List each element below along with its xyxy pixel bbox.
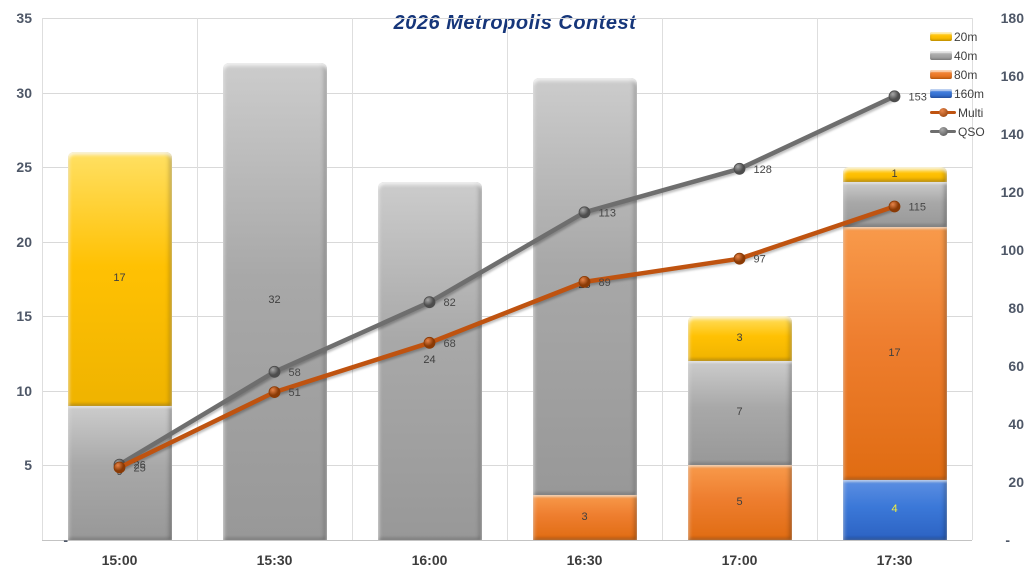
- v-gridline: [352, 18, 353, 540]
- y-axis-right-tick: 120: [1000, 184, 1024, 200]
- y-axis-left-tick: 20: [16, 233, 32, 250]
- bar-label: 7: [736, 406, 743, 419]
- bar-segment-40m: [842, 182, 947, 227]
- v-gridline: [197, 18, 198, 540]
- bar-label: 1: [891, 167, 898, 180]
- y-axis-right-tick: 180: [1000, 10, 1024, 26]
- bar-label: 5: [736, 495, 743, 508]
- bar-segment-20m: 1: [842, 167, 947, 183]
- y-axis-right-tick: 80: [1008, 300, 1024, 316]
- y-axis-right-tick: 140: [1000, 126, 1024, 142]
- legend-swatch-40m: [930, 51, 952, 60]
- y-axis-right-tick: 100: [1000, 242, 1024, 258]
- x-axis-label: 16:30: [566, 552, 603, 568]
- v-gridline: [42, 18, 43, 540]
- v-gridline: [662, 18, 663, 540]
- y-axis-left-tick: 5: [24, 457, 32, 474]
- x-axis-label: 17:30: [876, 552, 913, 568]
- v-gridline: [817, 18, 818, 540]
- bar-segment-40m: 24: [377, 182, 482, 540]
- bar-label: 3: [581, 510, 588, 523]
- bar-segment-40m: 7: [687, 361, 792, 466]
- bar-segment-80m: 5: [687, 465, 792, 540]
- bar-label: 28: [578, 279, 591, 292]
- bar-segment-160m: 4: [842, 480, 947, 540]
- bar-label: 17: [888, 346, 901, 359]
- bar-segment-80m: 17: [842, 226, 947, 481]
- y-axis-left-tick: 35: [16, 10, 32, 26]
- bar-label: 32: [268, 294, 281, 307]
- marker-qso: [733, 162, 746, 175]
- y-axis-right-tick: 160: [1000, 68, 1024, 84]
- x-axis-label: 15:00: [101, 552, 138, 568]
- legend-item-qso: QSO: [930, 122, 985, 141]
- x-axis-label: 17:00: [721, 552, 758, 568]
- y-axis-right-tick: 40: [1008, 416, 1024, 432]
- y-axis-left-tick: 25: [16, 159, 32, 176]
- y-axis-left-tick: 15: [16, 308, 32, 325]
- legend: 20m 40m 80m 160m Multi QSO: [930, 27, 985, 141]
- bar-label: 4: [891, 503, 898, 516]
- bar-segment-20m: 3: [687, 316, 792, 362]
- legend-swatch-20m: [930, 32, 952, 41]
- bar-label: 9: [116, 465, 123, 478]
- legend-item-40m: 40m: [930, 46, 985, 65]
- y-axis-right-tick: -: [1005, 532, 1010, 548]
- bar-segment-40m: 32: [222, 62, 327, 540]
- legend-item-20m: 20m: [930, 27, 985, 46]
- v-gridline: [507, 18, 508, 540]
- y-axis-left-tick: 10: [16, 382, 32, 399]
- legend-swatch-qso: [930, 127, 956, 136]
- bar-segment-40m: 28: [532, 77, 637, 496]
- bar-label: 24: [423, 354, 436, 367]
- legend-label: 160m: [954, 86, 985, 101]
- chart-title: 2026 Metropolis Contest: [393, 12, 637, 34]
- legend-label: Multi: [958, 105, 984, 120]
- v-gridline: [972, 18, 973, 540]
- legend-swatch-160m: [930, 89, 952, 98]
- y-axis-right-tick: 20: [1008, 474, 1024, 490]
- x-axis-label: 16:00: [411, 552, 448, 568]
- y-axis-right-tick: 60: [1008, 358, 1024, 374]
- legend-item-80m: 80m: [930, 65, 985, 84]
- y-axis-left-tick: -: [63, 532, 68, 548]
- legend-label: 80m: [954, 67, 978, 82]
- legend-item-multi: Multi: [930, 103, 985, 122]
- legend-swatch-multi: [930, 108, 956, 117]
- legend-item-160m: 160m: [930, 84, 985, 103]
- bar-segment-20m: 17: [67, 152, 172, 406]
- legend-label: 40m: [954, 48, 978, 63]
- legend-swatch-80m: [930, 70, 952, 79]
- bar-segment-40m: 9: [67, 405, 172, 540]
- marker-multi: [733, 252, 746, 265]
- bar-label: 17: [113, 271, 126, 284]
- bar-label: 3: [736, 331, 743, 344]
- y-axis-left-tick: 30: [16, 84, 32, 101]
- line-label-multi: 97: [754, 254, 766, 266]
- bar-segment-80m: 3: [532, 495, 637, 540]
- line-label-qso: 128: [754, 164, 772, 176]
- legend-label: QSO: [958, 124, 985, 139]
- h-gridline: [42, 540, 972, 541]
- x-axis-label: 15:30: [256, 552, 293, 568]
- legend-label: 20m: [954, 29, 978, 44]
